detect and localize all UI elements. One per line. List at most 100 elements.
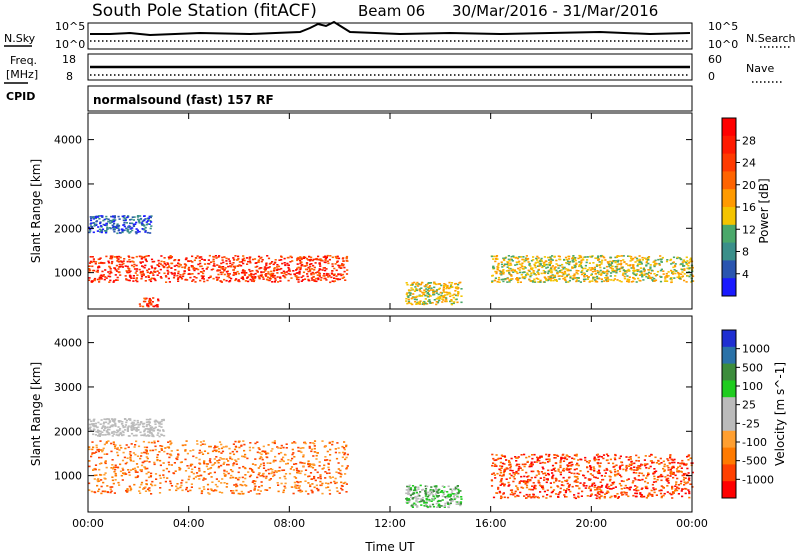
echo-cell — [108, 426, 111, 429]
echo-cell — [645, 261, 648, 264]
echo-cell — [238, 446, 241, 449]
echo-cell — [267, 266, 270, 269]
echo-cell — [444, 294, 447, 296]
echo-cell — [564, 479, 567, 482]
echo-cell — [552, 474, 555, 477]
echo-cell — [425, 290, 428, 293]
echo-cell — [243, 270, 246, 272]
echo-cell — [566, 455, 569, 457]
echo-cell — [408, 291, 411, 294]
echo-cell — [331, 256, 334, 259]
echo-cell — [283, 262, 286, 264]
echo-cell — [154, 267, 157, 269]
echo-cell — [639, 479, 642, 481]
echo-cell — [500, 479, 503, 481]
echo-cell — [416, 495, 419, 498]
echo-cell — [600, 280, 604, 283]
echo-cell — [125, 278, 128, 280]
echo-cell — [315, 258, 318, 261]
echo-cell — [454, 493, 458, 496]
echo-cell — [260, 463, 263, 466]
echo-cell — [340, 481, 343, 484]
echo-cell — [153, 463, 156, 466]
echo-cell — [216, 485, 219, 488]
echo-cell — [655, 494, 658, 496]
echo-cell — [328, 489, 331, 492]
echo-cell — [162, 476, 166, 479]
echo-cell — [122, 260, 125, 262]
echo-cell — [297, 278, 300, 281]
echo-cell — [428, 504, 432, 507]
echo-cell — [141, 265, 145, 268]
echo-cell — [148, 430, 151, 433]
echo-cell — [432, 494, 435, 496]
echo-cell — [539, 259, 542, 261]
echo-cell — [126, 457, 129, 459]
echo-cell — [619, 455, 622, 458]
echo-cell — [324, 269, 327, 272]
echo-cell — [506, 277, 509, 280]
echo-cell — [143, 466, 146, 468]
echo-cell — [134, 453, 137, 456]
power-plot-background — [88, 113, 692, 309]
echo-cell — [342, 482, 345, 485]
echo-cell — [540, 272, 543, 275]
echo-cell — [644, 455, 647, 457]
echo-cell — [575, 263, 578, 266]
echo-cell — [560, 456, 563, 459]
echo-cell — [511, 491, 514, 493]
echo-cell — [133, 483, 136, 486]
echo-cell — [269, 462, 272, 464]
echo-cell — [562, 484, 565, 487]
echo-cell — [424, 488, 428, 490]
echo-cell — [324, 482, 328, 484]
echo-cell — [311, 483, 314, 485]
echo-cell — [496, 266, 499, 268]
echo-cell — [328, 493, 332, 495]
echo-cell — [408, 490, 412, 492]
echo-cell — [106, 491, 109, 494]
echo-cell — [510, 474, 513, 477]
echo-cell — [96, 230, 99, 232]
echo-cell — [601, 271, 604, 274]
echo-cell — [257, 467, 260, 469]
echo-cell — [341, 273, 345, 276]
echo-cell — [126, 490, 129, 493]
echo-cell — [136, 215, 140, 217]
echo-cell — [160, 277, 163, 279]
echo-cell — [683, 463, 686, 465]
echo-cell — [97, 448, 100, 451]
echo-cell — [510, 275, 513, 277]
echo-cell — [583, 256, 586, 259]
echo-cell — [235, 485, 238, 488]
echo-cell — [284, 477, 287, 480]
echo-cell — [271, 468, 274, 471]
echo-cell — [672, 492, 675, 494]
echo-cell — [158, 262, 161, 265]
echo-cell — [194, 476, 197, 478]
echo-cell — [598, 271, 601, 273]
echo-cell — [309, 484, 312, 486]
echo-cell — [618, 270, 622, 273]
echo-cell — [613, 457, 616, 459]
echo-cell — [673, 458, 676, 461]
echo-cell — [304, 442, 307, 445]
echo-cell — [559, 271, 562, 273]
echo-cell — [291, 457, 294, 460]
echo-cell — [629, 264, 632, 266]
echo-cell — [547, 472, 550, 475]
echo-cell — [345, 444, 348, 447]
echo-cell — [632, 269, 635, 272]
echo-cell — [248, 258, 251, 260]
echo-cell — [514, 456, 517, 458]
echo-cell — [653, 277, 656, 280]
echo-cell — [506, 266, 509, 268]
echo-cell — [256, 271, 259, 273]
echo-cell — [437, 296, 440, 299]
echo-cell — [415, 491, 418, 494]
echo-cell — [209, 276, 212, 278]
echo-cell — [210, 489, 213, 492]
echo-cell — [416, 281, 419, 284]
echo-cell — [124, 265, 127, 267]
echo-cell — [125, 490, 128, 492]
